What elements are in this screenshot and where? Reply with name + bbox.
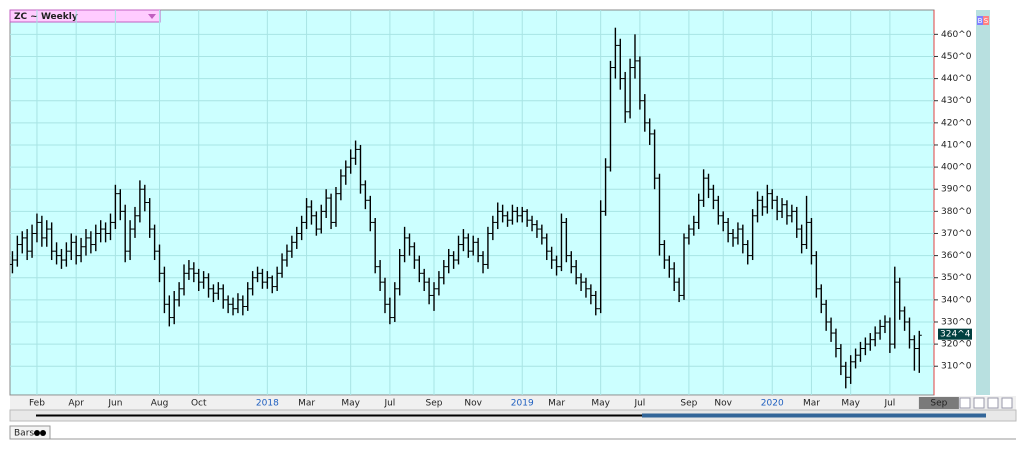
x-tick-label: May [591, 399, 610, 409]
x-tick-label: Nov [464, 399, 482, 409]
y-tick-label: 360^0 [941, 251, 972, 261]
y-tick-label: 380^0 [941, 207, 972, 217]
x-tick-label: Nov [714, 399, 732, 409]
y-tick-label: 450^0 [941, 52, 972, 62]
y-tick-label: 370^0 [941, 229, 972, 239]
tab-label: Bars [14, 429, 34, 439]
y-tick-label: 310^0 [941, 362, 972, 372]
y-tick-label: 440^0 [941, 74, 972, 84]
x-tick-label: 2019 [511, 399, 534, 409]
x-tick-label: Mar [548, 399, 565, 409]
current-period [918, 397, 959, 409]
x-tick-label: Jul [383, 399, 395, 409]
y-tick-label: 390^0 [941, 185, 972, 195]
y-tick-label: 350^0 [941, 273, 972, 283]
bars-tab[interactable] [9, 425, 51, 440]
sell-label: S [984, 17, 989, 25]
x-tick-label: Jul [633, 399, 645, 409]
x-tick-label: Sep [930, 399, 947, 409]
x-tick-label: Oct [191, 399, 207, 409]
x-tick-label: Sep [426, 399, 443, 409]
nav-button[interactable] [973, 397, 985, 409]
x-tick-label: 2018 [256, 399, 279, 409]
y-tick-label: 330^0 [941, 317, 972, 327]
y-tick-label: 400^0 [941, 163, 972, 173]
x-axis-bar [10, 396, 1016, 410]
x-tick-label: Jul [883, 399, 895, 409]
x-tick-label: Mar [298, 399, 315, 409]
last-price-box [938, 328, 972, 340]
x-tick-label: Sep [680, 399, 697, 409]
x-tick-label: 2020 [761, 399, 784, 409]
sell-button[interactable] [983, 16, 989, 25]
plot-area [9, 9, 935, 396]
symbol-title: ZC ~ Weekly [14, 12, 78, 22]
tab-icon [34, 430, 40, 436]
y-tick-label: 430^0 [941, 96, 972, 106]
y-tick-label: 340^0 [941, 295, 972, 305]
x-tick-label: May [841, 399, 860, 409]
buy-label: B [978, 17, 983, 25]
y-tick-label: 320^0 [941, 340, 972, 350]
x-tick-label: Apr [68, 399, 84, 409]
side-strip [976, 10, 990, 395]
nav-button[interactable] [987, 397, 999, 409]
x-tick-label: Jun [107, 399, 122, 409]
buy-button[interactable] [977, 16, 983, 25]
y-tick-label: 410^0 [941, 140, 972, 150]
nav-button[interactable] [959, 397, 971, 409]
x-tick-label: Feb [29, 399, 45, 409]
y-tick-label: 460^0 [941, 30, 972, 40]
nav-button[interactable] [1001, 397, 1013, 409]
plot-layer [9, 10, 934, 395]
last-price-label: 324^4 [940, 330, 971, 340]
x-tick-label: Aug [151, 399, 169, 409]
tab-icon [40, 430, 46, 436]
dropdown-arrow [148, 14, 156, 19]
x-tick-label: May [341, 399, 360, 409]
y-tick-label: 420^0 [941, 118, 972, 128]
x-tick-label: Mar [803, 399, 820, 409]
